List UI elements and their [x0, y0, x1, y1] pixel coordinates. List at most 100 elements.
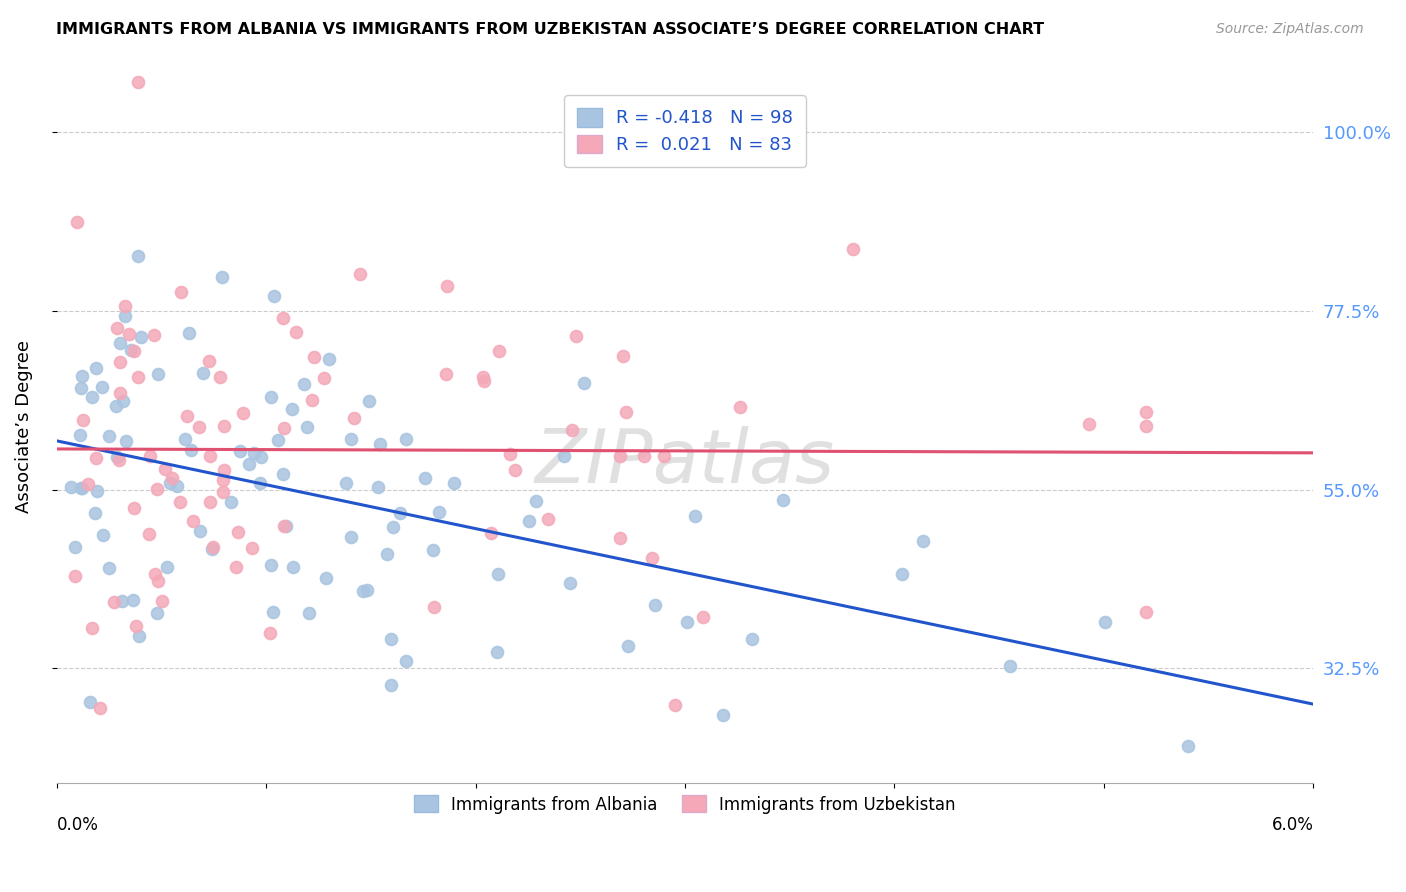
Point [105, 450, 128, 465]
Point [565, 328, 588, 343]
Point [1094, 615, 1116, 630]
Point [422, 600, 444, 615]
Point [121, 592, 143, 607]
Point [842, 242, 865, 256]
Point [66, 215, 89, 229]
Point [63, 568, 86, 582]
Point [91, 379, 114, 393]
Point [59, 480, 82, 494]
Point [675, 615, 697, 630]
Point [772, 493, 794, 508]
Point [1177, 739, 1199, 753]
Point [434, 368, 457, 382]
Point [198, 449, 221, 463]
Point [574, 376, 596, 391]
Point [108, 386, 131, 401]
Point [211, 269, 233, 284]
Point [108, 336, 131, 351]
Point [388, 506, 411, 520]
Point [117, 327, 139, 342]
Point [741, 632, 763, 647]
Point [97, 429, 120, 443]
Point [298, 606, 321, 620]
Point [115, 434, 138, 449]
Point [72, 412, 94, 426]
Point [652, 449, 675, 463]
Point [124, 619, 146, 633]
Point [89, 701, 111, 715]
Point [198, 494, 221, 508]
Point [260, 558, 283, 572]
Point [524, 494, 547, 508]
Point [170, 285, 193, 300]
Point [471, 369, 494, 384]
Point [211, 473, 233, 487]
Point [143, 567, 166, 582]
Point [274, 519, 297, 533]
Point [198, 354, 221, 368]
Point [349, 267, 371, 281]
Point [86, 484, 108, 499]
Point [229, 444, 252, 458]
Point [486, 645, 509, 659]
Point [612, 349, 634, 363]
Point [683, 508, 706, 523]
Point [143, 328, 166, 343]
Point [181, 514, 204, 528]
Point [488, 567, 510, 582]
Point [259, 390, 281, 404]
Point [1135, 404, 1157, 418]
Point [91, 528, 114, 542]
Point [159, 476, 181, 491]
Point [488, 343, 510, 358]
Point [259, 626, 281, 640]
Point [177, 326, 200, 340]
Point [77, 476, 100, 491]
Point [103, 595, 125, 609]
Point [104, 400, 127, 414]
Point [395, 654, 418, 668]
Text: ZIPatlas: ZIPatlas [534, 425, 835, 498]
Point [208, 370, 231, 384]
Point [262, 605, 284, 619]
Point [641, 551, 664, 566]
Point [111, 594, 134, 608]
Point [127, 370, 149, 384]
Point [250, 450, 273, 464]
Point [273, 467, 295, 481]
Point [219, 495, 242, 509]
Point [69, 428, 91, 442]
Point [146, 367, 169, 381]
Point [273, 420, 295, 434]
Point [174, 432, 197, 446]
Point [271, 310, 294, 325]
Point [359, 394, 381, 409]
Point [80, 390, 103, 404]
Point [609, 531, 631, 545]
Point [561, 423, 583, 437]
Point [187, 419, 209, 434]
Point [368, 437, 391, 451]
Point [122, 500, 145, 515]
Point [713, 708, 735, 723]
Point [240, 541, 263, 556]
Point [84, 360, 107, 375]
Point [202, 541, 225, 555]
Point [138, 526, 160, 541]
Point [1077, 417, 1099, 431]
Point [267, 433, 290, 447]
Point [479, 526, 502, 541]
Point [114, 309, 136, 323]
Point [443, 475, 465, 490]
Point [238, 458, 260, 472]
Text: 6.0%: 6.0% [1271, 815, 1313, 834]
Legend: Immigrants from Albania, Immigrants from Uzbekistan: Immigrants from Albania, Immigrants from… [402, 784, 967, 825]
Point [188, 524, 211, 538]
Point [155, 462, 177, 476]
Point [232, 405, 254, 419]
Point [273, 519, 295, 533]
Point [1135, 418, 1157, 433]
Point [263, 289, 285, 303]
Point [176, 409, 198, 423]
Point [499, 447, 522, 461]
